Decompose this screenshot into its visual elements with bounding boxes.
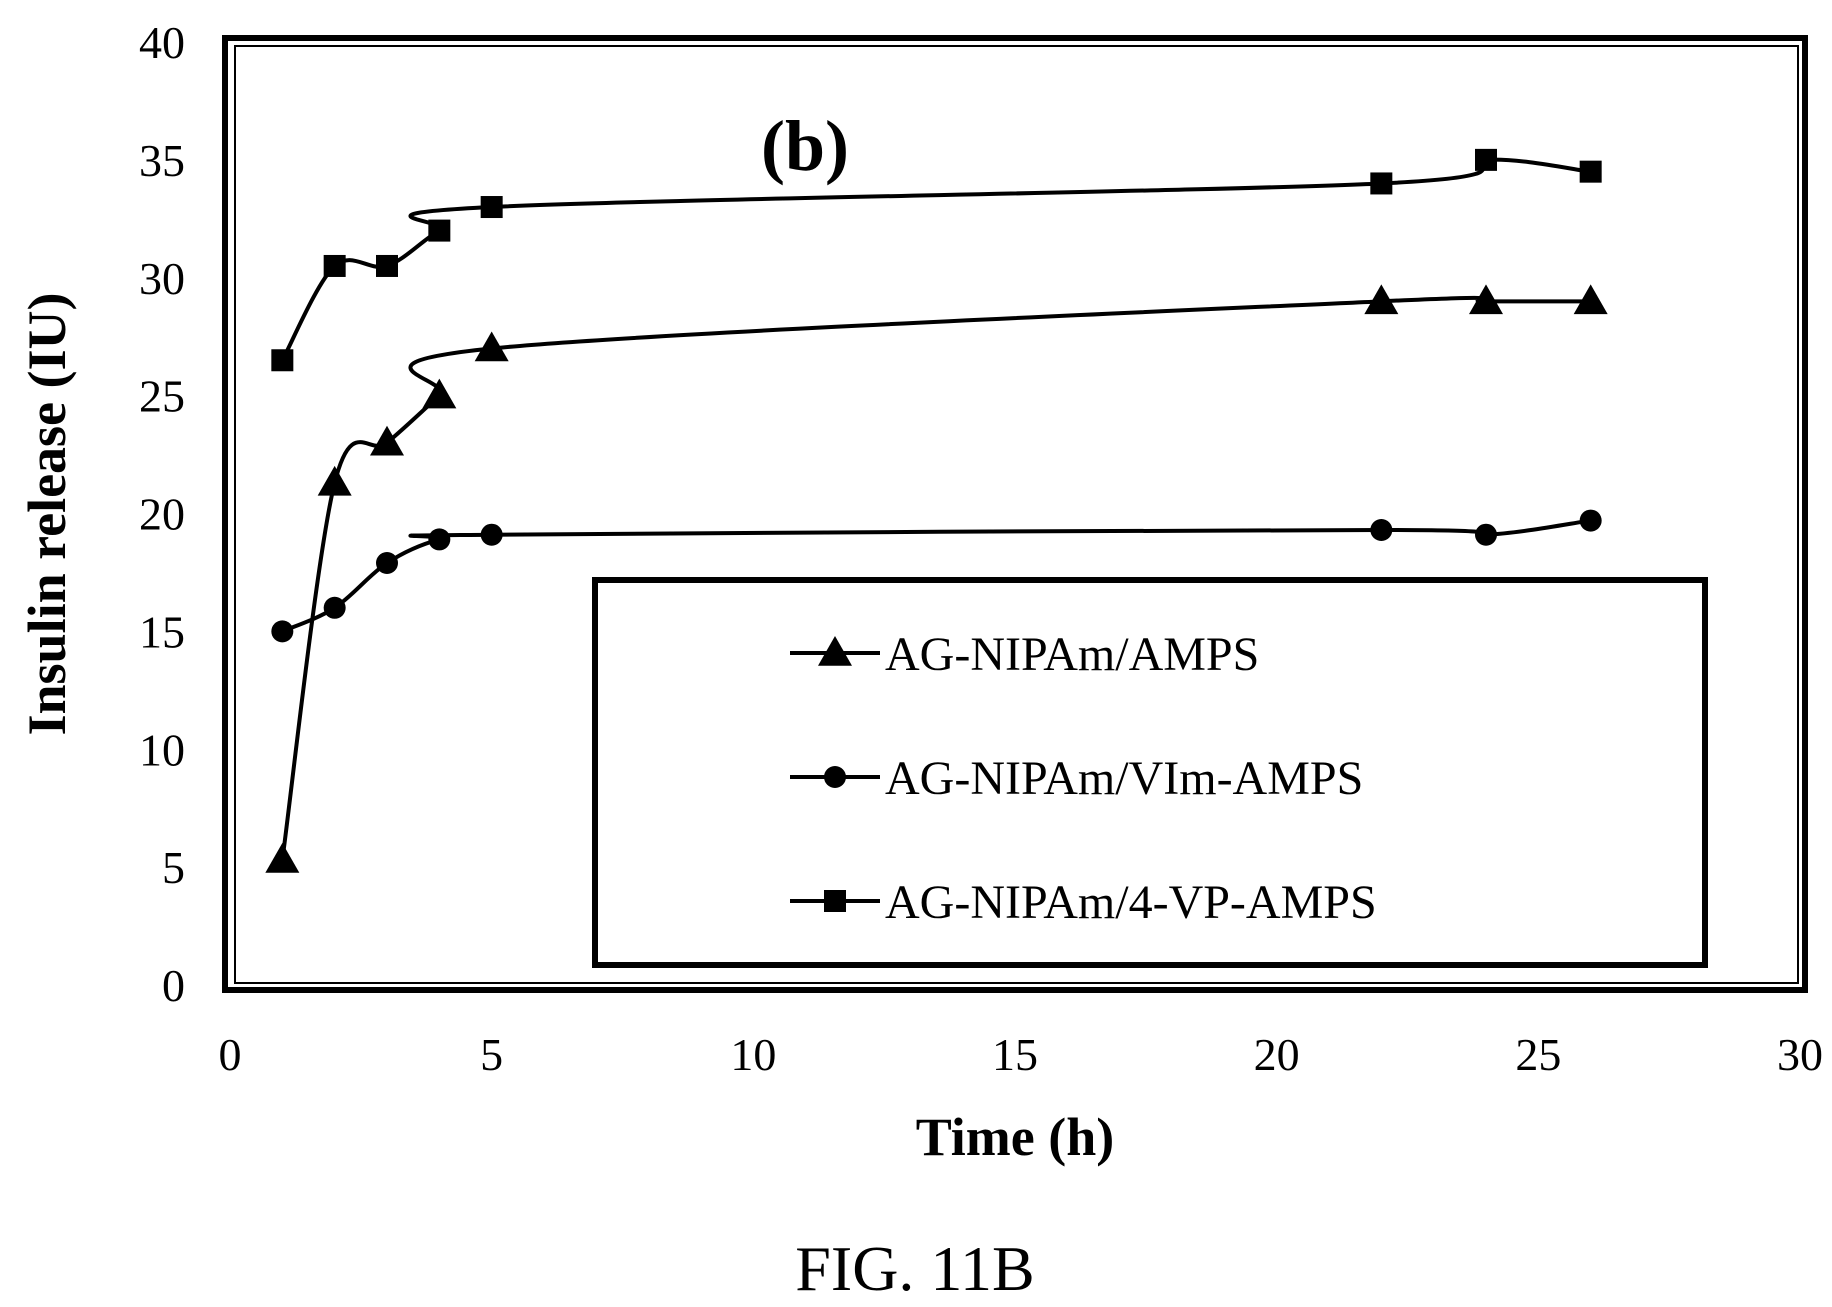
y-tick-label: 15 — [139, 606, 185, 657]
data-point — [323, 254, 346, 277]
data-point — [1573, 284, 1608, 315]
data-point — [323, 596, 346, 619]
y-tick-label: 25 — [139, 371, 185, 422]
data-point — [480, 196, 503, 219]
y-tick-label: 35 — [139, 135, 185, 186]
data-point — [422, 378, 457, 409]
data-point — [376, 552, 398, 575]
figure-caption: FIG. 11B — [795, 1233, 1034, 1304]
series-circle — [271, 509, 1602, 643]
series-square — [271, 148, 1602, 372]
series-triangle — [265, 284, 1608, 873]
data-point — [1475, 523, 1497, 546]
x-tick-label: 0 — [219, 1029, 242, 1080]
y-tick-label: 40 — [139, 17, 185, 68]
data-point — [1579, 160, 1602, 183]
x-tick-label: 25 — [1515, 1029, 1561, 1080]
data-point — [480, 523, 503, 546]
y-tick-label: 0 — [162, 960, 185, 1011]
data-point — [474, 331, 509, 362]
x-tick-label: 30 — [1777, 1029, 1823, 1080]
legend-label: AG-NIPAm/4-VP-AMPS — [885, 876, 1377, 929]
plot-frame-inner — [234, 45, 1799, 984]
x-tick-label: 15 — [992, 1029, 1038, 1080]
legend-marker-square — [824, 890, 846, 912]
y-tick-label: 10 — [139, 724, 185, 775]
data-point — [370, 425, 404, 456]
y-tick-label: 30 — [139, 253, 185, 304]
data-point — [265, 843, 300, 873]
data-point — [317, 465, 352, 496]
axes: 0 5 10 15 20 25 30 0 5 10 15 20 25 30 35 40 — [139, 17, 1823, 1080]
data-point — [271, 349, 294, 372]
legend-label: AG-NIPAm/VIm-AMPS — [885, 752, 1363, 805]
legend: AG-NIPAm/AMPS AG-NIPAm/VIm-AMPS AG-NIPAm/4… — [790, 628, 1377, 929]
plot-frame-outer — [222, 35, 1808, 993]
x-tick-label: 20 — [1254, 1029, 1300, 1080]
data-point — [1364, 284, 1399, 315]
x-tick-label: 10 — [730, 1029, 776, 1080]
y-tick-label: 5 — [162, 842, 185, 893]
data-point — [428, 219, 451, 242]
data-point — [376, 254, 398, 277]
legend-label: AG-NIPAm/AMPS — [885, 628, 1259, 681]
legend-marker-triangle — [818, 636, 852, 666]
data-point — [1370, 519, 1393, 542]
series-line — [280, 157, 1591, 362]
panel-label: (b) — [761, 106, 849, 186]
y-axis-title: Insulin release (IU) — [17, 292, 77, 735]
data-point — [1370, 172, 1393, 195]
data-point — [1475, 148, 1497, 171]
data-point — [428, 528, 451, 551]
x-tick-label: 5 — [480, 1029, 503, 1080]
legend-marker-circle — [824, 766, 846, 788]
legend-box — [592, 577, 1708, 968]
y-tick-label: 20 — [139, 489, 185, 540]
data-point — [271, 620, 294, 643]
series-layer — [265, 148, 1608, 873]
data-point — [1469, 284, 1503, 315]
data-point — [1579, 509, 1602, 532]
x-axis-title: Time (h) — [916, 1107, 1115, 1167]
